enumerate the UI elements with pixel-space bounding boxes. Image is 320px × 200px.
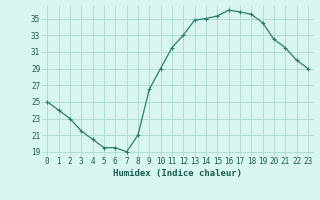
X-axis label: Humidex (Indice chaleur): Humidex (Indice chaleur) bbox=[113, 169, 242, 178]
